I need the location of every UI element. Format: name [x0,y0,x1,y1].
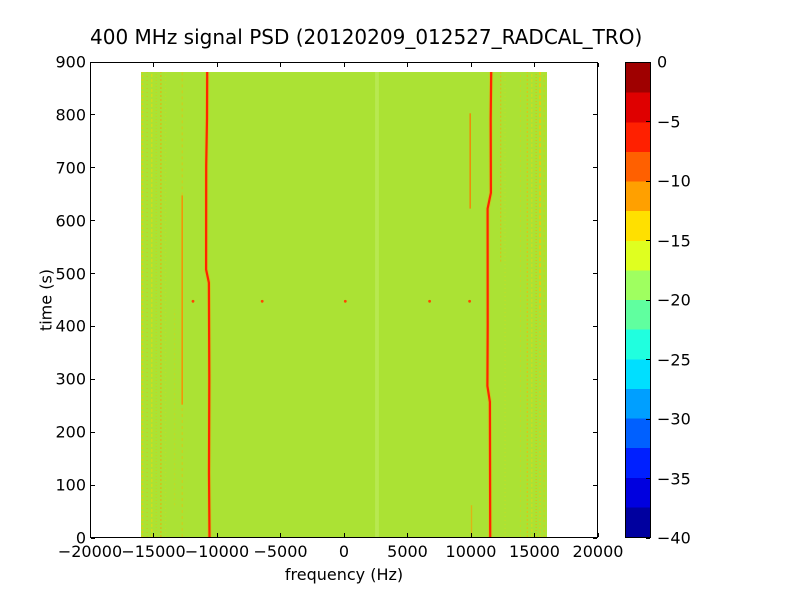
speckle-dot [343,299,347,303]
y-tick-label: 400 [55,316,86,336]
speckle-dot [260,299,264,303]
y-tick-mark [593,378,597,380]
y-tick-label: 200 [55,422,86,442]
y-tick-label: 800 [55,105,86,125]
y-tick-mark [593,167,597,169]
x-tick-mark [597,533,599,537]
colorbar-tick-label: −15 [657,231,691,250]
x-tick-label: 5000 [387,542,428,561]
y-tick-mark [593,484,597,486]
y-tick-label: 300 [55,369,86,389]
y-tick-label: 900 [55,52,86,72]
y-tick-mark [91,431,95,433]
colorbar-tick-label: −20 [657,290,691,310]
y-tick-mark [593,431,597,433]
y-tick-mark [593,537,597,539]
x-tick-mark [597,63,599,67]
colorbar-tick-mark [646,121,650,122]
colorbar-tick-label: −30 [657,409,691,429]
y-tick-mark [593,325,597,327]
right-carrier-line [486,72,493,537]
x-tick-mark [407,63,408,67]
x-tick-label: −20000 [57,542,123,561]
colorbar-tick-mark [646,537,650,539]
y-tick-mark [91,484,95,486]
y-tick-mark [593,220,597,222]
x-tick-label: 20000 [572,542,624,561]
x-tick-label: −15000 [121,542,186,561]
colorbar-tick-label: −35 [657,469,691,488]
colorbar-tick-label: −10 [657,171,691,191]
y-tick-mark [91,220,95,222]
colorbar-tick-label: −40 [657,528,691,548]
x-tick-mark [280,63,281,67]
y-tick-mark [593,114,597,116]
x-tick-mark [89,63,91,67]
colorbar-tick-mark [646,61,650,63]
y-tick-mark [91,273,95,275]
chart-title: 400 MHz signal PSD (20120209_012527_RADC… [90,25,643,49]
x-tick-mark [280,533,281,537]
x-tick-label: −10000 [184,542,250,561]
x-tick-mark [534,533,535,537]
colorbar-tick-mark [646,418,650,420]
colorbar-tick-mark [646,180,650,182]
plot-area [90,62,598,538]
x-tick-mark [407,533,408,537]
speckle-dot [191,299,195,303]
speckle-dot [468,299,471,303]
y-axis-label: time (s) [36,268,56,332]
x-tick-mark [534,63,535,67]
colorbar-tick-label: −25 [657,350,691,369]
x-tick-mark [216,63,218,67]
x-tick-label: 15000 [509,542,560,561]
y-tick-mark [593,273,597,275]
x-tick-mark [216,533,218,537]
speckle-dot [428,299,431,303]
colorbar-tick-mark [646,240,650,241]
colorbar-tick-mark [646,478,650,479]
x-tick-mark [343,533,345,537]
y-tick-label: 0 [75,528,86,548]
y-tick-mark [91,325,95,327]
y-tick-mark [91,537,95,539]
x-tick-label: 10000 [445,542,497,561]
y-tick-mark [91,378,95,380]
y-tick-label: 600 [55,211,86,231]
colorbar-tick-mark [646,299,650,301]
x-tick-mark [470,63,472,67]
light-band [375,72,379,537]
y-tick-mark [593,61,597,63]
colorbar-tick-label: −5 [657,112,681,131]
x-tick-mark [89,533,91,537]
x-tick-mark [153,533,154,537]
colorbar-tick-mark [646,359,650,360]
y-tick-label: 500 [55,264,86,284]
x-tick-label: 0 [338,542,350,561]
y-tick-mark [91,114,95,116]
x-axis-label: frequency (Hz) [284,565,404,584]
x-tick-mark [470,533,472,537]
y-tick-label: 100 [55,475,86,495]
y-tick-label: 700 [55,158,86,178]
x-tick-label: −5000 [253,542,308,561]
colorbar-tick-label: 0 [657,52,668,72]
y-tick-mark [91,61,95,63]
heatmap-features-svg [141,72,545,537]
left-carrier-line [204,72,211,537]
x-tick-mark [153,63,154,67]
y-tick-mark [91,167,95,169]
x-tick-mark [343,63,345,67]
heatmap-data-region [141,72,547,537]
